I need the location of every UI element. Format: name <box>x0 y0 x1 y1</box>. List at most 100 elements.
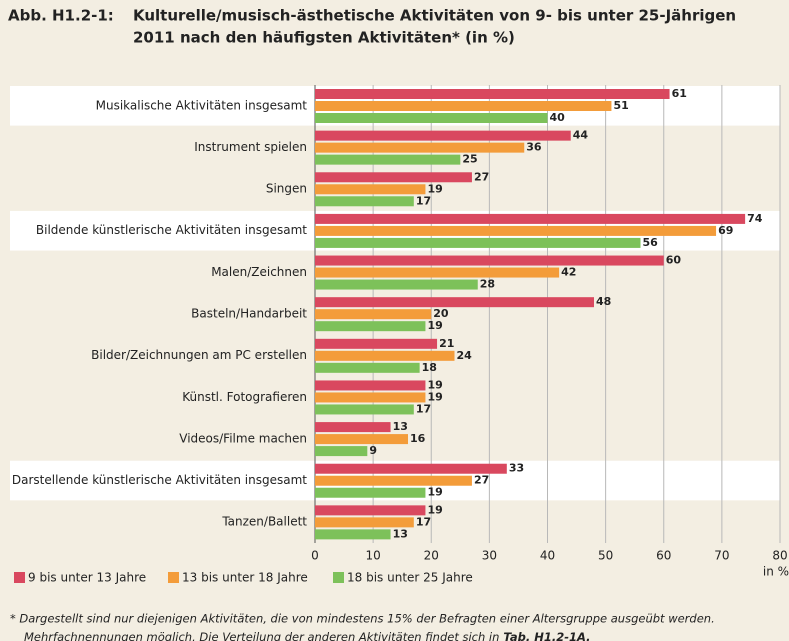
bar <box>315 505 426 516</box>
category-label: Videos/Filme machen <box>179 431 307 445</box>
chart-title: Kulturelle/musisch-ästhetische Aktivität… <box>133 7 736 25</box>
bar <box>315 475 472 486</box>
bar <box>315 130 571 141</box>
value-label: 33 <box>509 462 524 475</box>
bar <box>315 237 641 248</box>
bar <box>315 404 414 415</box>
figure-label: Abb. H1.2-1: <box>8 7 114 25</box>
value-label: 27 <box>474 474 489 487</box>
bar <box>315 529 391 540</box>
bar <box>315 392 426 403</box>
value-label: 28 <box>480 278 495 291</box>
x-tick-label: 70 <box>714 549 729 563</box>
category-label: Tanzen/Ballett <box>221 515 307 529</box>
category-label: Basteln/Handarbeit <box>191 307 307 321</box>
value-label: 18 <box>422 361 437 374</box>
value-label: 25 <box>462 153 477 166</box>
legend-label: 9 bis unter 13 Jahre <box>28 571 146 585</box>
value-label: 74 <box>747 212 763 225</box>
value-label: 51 <box>613 99 628 112</box>
value-label: 17 <box>416 515 431 528</box>
bar <box>315 113 548 123</box>
bar <box>315 517 414 528</box>
bar <box>315 338 438 349</box>
legend-swatch <box>14 572 25 583</box>
value-label: 44 <box>573 129 589 142</box>
bar <box>315 154 461 165</box>
value-label: 20 <box>433 307 449 320</box>
bar <box>315 297 594 308</box>
bar <box>315 89 670 99</box>
bar <box>315 279 478 290</box>
value-label: 19 <box>427 390 442 403</box>
bar <box>315 225 717 236</box>
value-label: 16 <box>410 432 426 445</box>
x-tick-label: 60 <box>656 549 671 563</box>
footnote: Mehrfachnennungen möglich. Die Verteilun… <box>24 630 591 641</box>
category-label: Bildende künstlerische Aktivitäten insge… <box>36 223 307 237</box>
bar <box>315 172 472 183</box>
value-label: 19 <box>427 503 442 516</box>
value-label: 36 <box>526 141 542 154</box>
value-label: 48 <box>596 295 611 308</box>
bar <box>315 380 426 391</box>
value-label: 42 <box>561 266 576 279</box>
value-label: 13 <box>393 527 408 540</box>
x-axis-label: in % <box>763 565 789 579</box>
bar <box>315 434 408 445</box>
value-label: 56 <box>643 236 659 249</box>
bar <box>315 321 426 332</box>
value-label: 21 <box>439 337 454 350</box>
footnote: * Dargestellt sind nur diejenigen Aktivi… <box>10 612 715 626</box>
legend-label: 18 bis unter 25 Jahre <box>347 571 473 585</box>
value-label: 40 <box>550 111 566 124</box>
bar <box>315 350 455 361</box>
value-label: 19 <box>427 182 442 195</box>
category-label: Malen/Zeichnen <box>211 265 307 279</box>
legend-swatch <box>333 572 344 583</box>
bar <box>315 422 391 433</box>
bar <box>315 255 664 266</box>
bar <box>315 142 525 153</box>
x-tick-label: 20 <box>424 549 439 563</box>
category-label: Bilder/Zeichnungen am PC erstellen <box>91 348 307 362</box>
value-label: 19 <box>427 319 442 332</box>
chart-title: 2011 nach den häufigsten Aktivitäten* (i… <box>133 29 515 47</box>
x-tick-label: 50 <box>598 549 613 563</box>
category-label: Darstellende künstlerische Aktivitäten i… <box>12 473 307 487</box>
category-label: Instrument spielen <box>194 140 307 154</box>
value-label: 27 <box>474 170 489 183</box>
value-label: 17 <box>416 402 431 415</box>
value-label: 69 <box>718 224 733 237</box>
bar <box>315 487 426 498</box>
bar <box>315 213 746 224</box>
category-label: Singen <box>266 182 307 196</box>
value-label: 9 <box>369 444 377 457</box>
x-tick-label: 30 <box>482 549 497 563</box>
value-label: 17 <box>416 194 431 207</box>
legend-swatch <box>168 572 179 583</box>
bar <box>315 309 432 320</box>
footnote: Mehrfachnennungen möglich. Die Verteilun… <box>24 630 499 641</box>
bar <box>315 446 368 457</box>
bar <box>315 362 420 373</box>
bar <box>315 184 426 195</box>
x-tick-label: 40 <box>540 549 555 563</box>
value-label: 13 <box>393 420 408 433</box>
value-label: 60 <box>666 254 682 267</box>
bar <box>315 196 414 207</box>
x-tick-label: 10 <box>365 549 380 563</box>
value-label: 61 <box>672 87 687 100</box>
bar <box>315 463 507 474</box>
x-tick-label: 0 <box>311 549 319 563</box>
x-tick-label: 80 <box>772 549 787 563</box>
value-label: 19 <box>427 486 442 499</box>
category-label: Musikalische Aktivitäten insgesamt <box>96 98 308 112</box>
footnote: Tab. H1.2-1A. <box>503 630 590 641</box>
value-label: 24 <box>457 349 473 362</box>
value-label: 19 <box>427 378 442 391</box>
category-label: Künstl. Fotografieren <box>182 390 307 404</box>
legend-label: 13 bis unter 18 Jahre <box>182 571 308 585</box>
